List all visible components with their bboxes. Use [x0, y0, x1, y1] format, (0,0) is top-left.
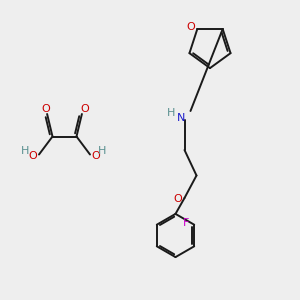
- Text: F: F: [183, 218, 189, 229]
- Text: O: O: [173, 194, 182, 204]
- Text: H: H: [167, 108, 175, 118]
- Text: O: O: [41, 103, 50, 114]
- Text: O: O: [28, 151, 38, 161]
- Text: H: H: [20, 146, 29, 156]
- Text: O: O: [186, 22, 195, 32]
- Text: N: N: [177, 112, 186, 123]
- Text: O: O: [80, 103, 89, 114]
- Text: O: O: [92, 151, 100, 161]
- Text: H: H: [98, 146, 106, 156]
